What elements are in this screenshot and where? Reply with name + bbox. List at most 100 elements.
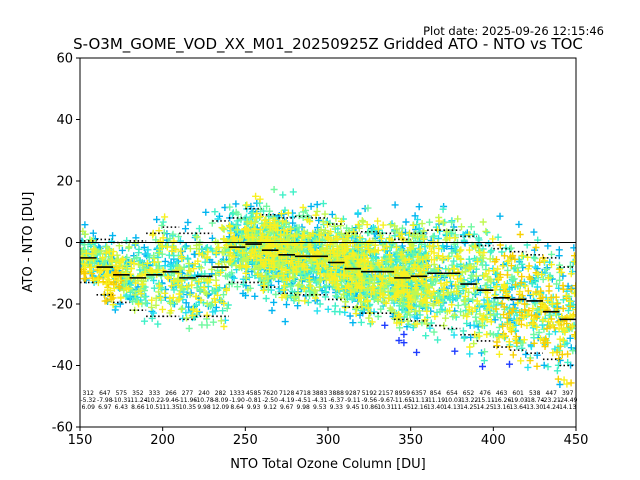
bin-mean-label: -15.11 — [475, 397, 495, 404]
y-tick-label: 60 — [56, 52, 73, 67]
chart-title: S-O3M_GOME_VOD_XX_M01_20250925Z Gridded … — [73, 35, 583, 54]
bin-std-label: 14.13 — [443, 404, 460, 411]
x-tick-label: 450 — [564, 433, 589, 448]
bin-mean-label: -10.31 — [112, 397, 132, 404]
bin-std-label: 9.33 — [330, 404, 344, 411]
bin-std-label: 10.51 — [146, 404, 163, 411]
bin-count-label: 333 — [149, 390, 161, 397]
bin-count-label: 277 — [182, 390, 194, 397]
bin-std-label: 6.97 — [98, 404, 112, 411]
bin-mean-label: -8.09 — [213, 397, 229, 404]
x-tick-label: 250 — [233, 433, 258, 448]
bin-std-label: 9.67 — [280, 404, 294, 411]
y-tick-label: -40 — [52, 359, 73, 374]
bin-std-label: 13.30 — [526, 404, 543, 411]
bin-mean-label: -6.37 — [329, 397, 345, 404]
bin-std-label: 9.98 — [297, 404, 311, 411]
bin-count-label: 601 — [512, 390, 524, 397]
x-tick-label: 300 — [316, 433, 341, 448]
bin-mean-label: -9.56 — [362, 397, 378, 404]
bin-mean-label: -2.50 — [262, 397, 278, 404]
bin-std-label: 12.16 — [410, 404, 427, 411]
bin-count-label: 5192 — [362, 390, 377, 397]
plot-date: Plot date: 2025-09-26 12:15:46 — [423, 24, 604, 38]
bin-count-label: 654 — [446, 390, 458, 397]
bin-std-label: 9.93 — [247, 404, 261, 411]
bin-mean-label: -11.96 — [178, 397, 198, 404]
bin-std-label: 8.64 — [230, 404, 244, 411]
bin-std-label: 14.24 — [543, 404, 560, 411]
bin-mean-label: -4.31 — [312, 397, 328, 404]
bin-mean-label: -10.78 — [194, 397, 214, 404]
bin-count-label: 538 — [529, 390, 541, 397]
bin-count-label: 7620 — [262, 390, 277, 397]
bin-std-label: 10.86 — [361, 404, 378, 411]
y-axis: -60 -40 -20 0 20 40 60 — [52, 52, 80, 436]
bin-mean-label: -11.65 — [393, 397, 413, 404]
bin-count-label: 3883 — [312, 390, 327, 397]
bin-mean-label: -9.46 — [163, 397, 179, 404]
bin-count-label: 1333 — [229, 390, 244, 397]
bin-mean-label: -7.98 — [97, 397, 113, 404]
bin-std-label: 8.66 — [131, 404, 145, 411]
bin-count-label: 352 — [132, 390, 144, 397]
scatter-points — [80, 186, 576, 388]
bin-mean-label: -11.19 — [426, 397, 446, 404]
x-axis: 150 200 250 300 350 400 450 — [68, 427, 589, 448]
x-tick-label: 200 — [150, 433, 175, 448]
bin-std-label: 9.98 — [197, 404, 211, 411]
bin-count-label: 647 — [99, 390, 111, 397]
bin-count-label: 312 — [83, 390, 95, 397]
bin-mean-label: -9.11 — [345, 397, 361, 404]
bin-count-label: 463 — [496, 390, 508, 397]
bin-std-label: 13.16 — [493, 404, 510, 411]
x-tick-label: 400 — [481, 433, 506, 448]
x-tick-label: 150 — [68, 433, 93, 448]
bin-std-label: 9.45 — [346, 404, 360, 411]
bin-count-label: 4718 — [296, 390, 311, 397]
bin-std-label: 11.35 — [162, 404, 179, 411]
bin-std-label: 6.43 — [115, 404, 129, 411]
bin-count-label: 282 — [215, 390, 227, 397]
y-axis-label: ATO - NTO [DU] — [21, 192, 36, 293]
bin-std-label: 10.31 — [377, 404, 394, 411]
y-tick-label: 20 — [56, 175, 73, 190]
x-tick-label: 350 — [398, 433, 423, 448]
bin-mean-label: -10.22 — [145, 397, 165, 404]
bin-std-label: 14.13 — [559, 404, 576, 411]
bin-mean-label: -4.51 — [295, 397, 311, 404]
bin-std-label: 14.25 — [476, 404, 493, 411]
bin-std-label: 12.09 — [212, 404, 229, 411]
bin-mean-label: -4.19 — [279, 397, 295, 404]
bin-count-label: 4585 — [246, 390, 261, 397]
bin-mean-label: -5.32 — [81, 397, 97, 404]
bin-std-label: 9.12 — [263, 404, 277, 411]
bin-count-label: 8959 — [395, 390, 410, 397]
bin-count-label: 3888 — [329, 390, 344, 397]
bin-mean-label: -16.26 — [492, 397, 512, 404]
scatter-marker-group — [381, 321, 513, 370]
bin-count-label: 2157 — [378, 390, 393, 397]
bin-mean-label: -23.21 — [542, 397, 562, 404]
bin-std-label: 10.35 — [179, 404, 196, 411]
bin-count-label: 6357 — [411, 390, 426, 397]
bin-mean-label: -11.13 — [409, 397, 429, 404]
bin-mean-label: -24.49 — [558, 397, 578, 404]
bin-mean-label: -1.90 — [229, 397, 245, 404]
bin-count-label: 575 — [116, 390, 128, 397]
y-tick-label: -60 — [52, 421, 73, 436]
bin-count-label: 7128 — [279, 390, 294, 397]
bin-std-label: 9.53 — [313, 404, 327, 411]
bin-mean-label: -10.03 — [442, 397, 462, 404]
bin-mean-label: -9.67 — [378, 397, 394, 404]
bin-count-label: 447 — [545, 390, 557, 397]
bin-count-label: 854 — [430, 390, 442, 397]
bin-count-label: 266 — [165, 390, 177, 397]
bin-count-label: 476 — [479, 390, 491, 397]
x-axis-label: NTO Total Ozone Column [DU] — [230, 457, 426, 472]
y-tick-label: -20 — [52, 298, 73, 313]
bin-std-label: 6.09 — [82, 404, 96, 411]
bin-mean-label: -0.81 — [246, 397, 262, 404]
